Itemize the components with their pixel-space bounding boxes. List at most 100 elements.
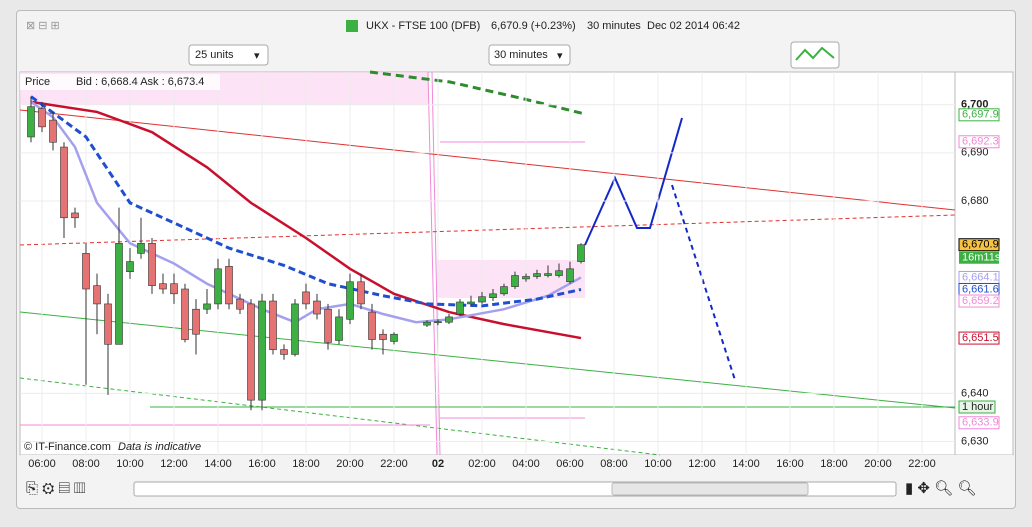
x-tick-label: 14:00 — [204, 458, 232, 470]
candle-body — [115, 242, 123, 345]
candle-body — [104, 303, 112, 345]
x-tick-label: 08:00 — [72, 458, 100, 470]
y-tick-label: 6,700 — [961, 99, 989, 111]
candle-body — [577, 244, 585, 262]
candle-body — [357, 281, 365, 305]
disclaimer: Data is indicative — [118, 441, 201, 453]
series-layer — [20, 72, 955, 455]
x-tick-label: 20:00 — [336, 458, 364, 470]
candle-body — [445, 316, 453, 323]
hline-tag — [958, 400, 996, 414]
candle-body — [225, 266, 233, 305]
x-tick-label: 18:00 — [292, 458, 320, 470]
candle-body — [555, 270, 563, 276]
units-value: 25 units — [195, 49, 234, 61]
countdown: 16m11s — [962, 252, 1001, 264]
info-bg — [20, 74, 220, 90]
candle-body — [302, 291, 310, 305]
quote: 6,670.9 (+0.23%) — [491, 20, 576, 32]
x-tick-label: 12:00 — [688, 458, 716, 470]
candle-body — [489, 293, 497, 298]
candle-body — [280, 349, 288, 355]
price-tag — [958, 108, 1000, 122]
indicator-line — [369, 70, 586, 116]
units-dropdown[interactable] — [188, 44, 269, 66]
candle-body — [368, 311, 376, 340]
trend-line — [19, 311, 956, 409]
candle-body — [126, 261, 134, 272]
candle-body — [71, 212, 79, 219]
x-tick-label: 06:00 — [556, 458, 584, 470]
moving-average — [30, 95, 582, 308]
y-tick-label: 6,690 — [961, 147, 989, 159]
x-tick-label: 06:00 — [28, 458, 56, 470]
toolbar-icons[interactable]: ⎘ ⚙ ▤ ▥ — [26, 480, 85, 497]
hline-label: 1 hour — [962, 401, 994, 413]
app-icon — [346, 20, 358, 32]
candle-body — [159, 283, 167, 290]
trend-line — [19, 377, 661, 456]
price-tag — [958, 135, 1000, 149]
candle-body — [335, 316, 343, 341]
price-tag-label: 6,670.9 — [962, 239, 999, 251]
zone — [437, 260, 585, 298]
price-tag-label: 6,697.9 — [962, 109, 999, 121]
candle-body — [500, 286, 508, 295]
session-line — [431, 71, 441, 456]
price-tag-label: 6,659.2 — [962, 295, 999, 307]
period-dropdown[interactable] — [488, 44, 571, 66]
x-tick-label: 02 — [432, 458, 444, 470]
price-tag-label: 6,651.5 — [962, 332, 999, 344]
candle-body — [236, 298, 244, 310]
instrument: UKX - FTSE 100 (DFB) — [366, 20, 480, 32]
y-tick-label: 6,640 — [961, 387, 989, 399]
copyright: © IT-Finance.com — [24, 441, 111, 453]
forecast-arrow — [671, 184, 736, 381]
candle-body — [522, 276, 530, 280]
candle-body — [269, 300, 277, 350]
datetime: Dec 02 2014 06:42 — [647, 20, 740, 32]
price-tag — [958, 331, 1000, 345]
scroll-thumb[interactable] — [611, 482, 809, 496]
session-line — [427, 71, 438, 456]
period-value: 30 minutes — [494, 49, 548, 61]
forecast-arrow — [584, 117, 683, 246]
candle-body — [379, 333, 387, 340]
y-tick-label: 6,630 — [961, 435, 989, 447]
candle-body — [203, 303, 211, 310]
x-tick-label: 16:00 — [776, 458, 804, 470]
candle-body — [291, 303, 299, 355]
candle-body — [60, 146, 68, 219]
candle-body — [192, 308, 200, 335]
dropdown-arrow: ▾ — [557, 50, 563, 62]
x-tick-label: 22:00 — [380, 458, 408, 470]
candle-body — [214, 268, 222, 305]
interval: 30 minutes — [587, 20, 641, 32]
x-tick-label: 10:00 — [644, 458, 672, 470]
zoom-icons[interactable]: ▮ ✥ 🔍︎ 🔍︎ — [905, 480, 976, 497]
x-tick-label: 16:00 — [248, 458, 276, 470]
candle-body — [511, 275, 519, 287]
x-tick-label: 08:00 — [600, 458, 628, 470]
candle-body — [346, 281, 354, 320]
candle-body — [148, 242, 156, 286]
y-tick-label: 6,680 — [961, 195, 989, 207]
candle-body — [258, 300, 266, 401]
dropdown-arrow: ▾ — [254, 50, 260, 62]
candle-body — [181, 288, 189, 340]
candle-body — [27, 106, 35, 138]
candle-body — [390, 333, 398, 342]
candle-body — [533, 273, 541, 277]
price-tag — [958, 238, 1000, 252]
bid-ask: Bid : 6,668.4 Ask : 6,673.4 — [76, 76, 204, 88]
candle-body — [434, 321, 442, 324]
candle-body — [456, 301, 464, 315]
candle-body — [423, 321, 431, 326]
window-controls[interactable]: ⊠ ⊟ ⊞ — [26, 20, 60, 32]
candle-body — [82, 253, 90, 290]
x-tick-label: 04:00 — [512, 458, 540, 470]
price-tag-label: 6,661.6 — [962, 283, 999, 295]
time-axis — [20, 455, 1013, 475]
